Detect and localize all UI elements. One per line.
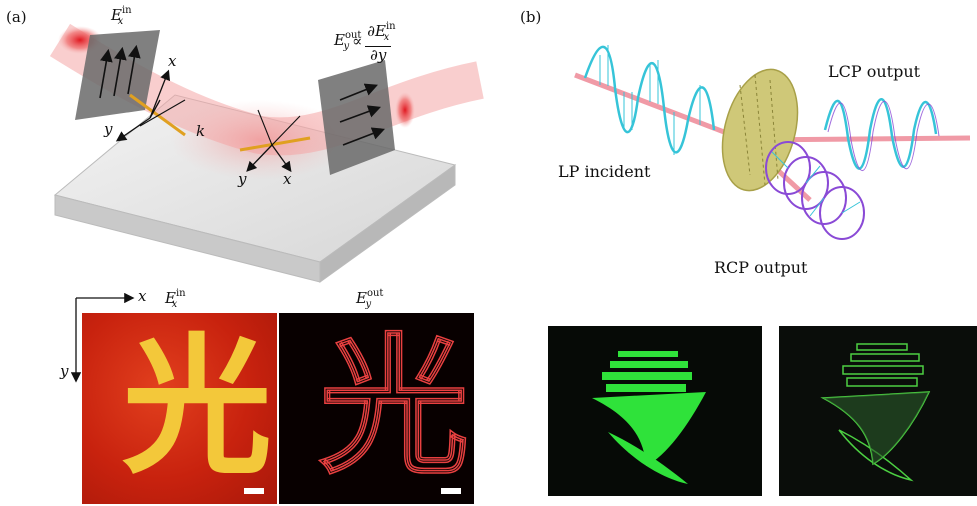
glyph-output: 光	[318, 321, 470, 495]
image-axis-x: x	[138, 287, 147, 305]
lcp-output-label: LCP output	[828, 62, 921, 81]
image-axes	[70, 292, 135, 383]
hologram-right	[779, 326, 977, 496]
rcp-output-label: RCP output	[714, 258, 808, 277]
micrograph-output: 光	[279, 313, 474, 504]
axis-k-left: k	[196, 122, 206, 140]
panel-a-label: (a)	[6, 8, 27, 26]
axis-x-left: x	[168, 52, 177, 70]
output-spot	[395, 92, 415, 128]
lp-incident-label: LP incident	[558, 162, 651, 181]
panel-b-label: (b)	[520, 8, 542, 26]
panel-a-schematic	[49, 23, 484, 283]
slab-side	[319, 164, 456, 283]
micrograph-input: 光	[82, 313, 277, 504]
image-right-label: Eouty	[356, 288, 384, 310]
rcp-helix	[765, 141, 865, 240]
axis-x-right: x	[283, 170, 292, 188]
panel-b-schematic	[574, 45, 971, 240]
axis-y-right: y	[238, 170, 247, 188]
lp-wave	[583, 45, 716, 154]
scale-bar-left	[244, 488, 264, 494]
field-out-equation: Eouty ∝ ∂Einx ∂y	[334, 18, 396, 64]
hologram-right-shape	[820, 343, 931, 482]
glyph-input: 光	[122, 321, 273, 495]
hologram-left-shape	[592, 351, 706, 484]
lcp-wave	[823, 98, 938, 170]
k-vector	[129, 93, 186, 137]
image-left-label: Einx	[165, 288, 186, 310]
axis-y-left: y	[104, 120, 113, 138]
hologram-left	[548, 326, 762, 496]
image-axis-y: y	[60, 362, 69, 380]
field-in-label: Einx	[111, 5, 132, 27]
scale-bar-right	[441, 488, 461, 494]
